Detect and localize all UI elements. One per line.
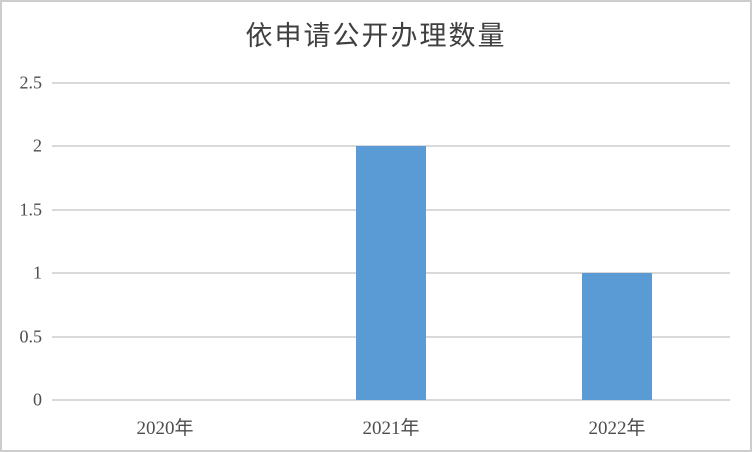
bar-2021年 <box>356 146 426 400</box>
plot-area <box>52 82 730 401</box>
y-tick-label: 0.5 <box>19 326 43 347</box>
x-axis-line <box>52 399 730 401</box>
y-tick-label: 1.5 <box>19 199 43 220</box>
bar-2022年 <box>582 273 652 400</box>
x-axis: 2020年 2021年 2022年 <box>52 413 730 443</box>
y-axis: 0 0.5 1 1.5 2 2.5 <box>2 73 43 410</box>
y-tick-label: 1 <box>33 262 42 283</box>
x-tick-label: 2022年 <box>588 418 646 439</box>
x-tick-label: 2020年 <box>136 418 194 439</box>
y-tick-label: 2.5 <box>19 72 43 93</box>
y-tick-label: 0 <box>33 389 42 410</box>
y-tick-label: 2 <box>33 135 42 156</box>
gridline <box>52 82 730 84</box>
chart-title: 依申请公开办理数量 <box>245 21 507 51</box>
x-tick-label: 2021年 <box>362 418 420 439</box>
